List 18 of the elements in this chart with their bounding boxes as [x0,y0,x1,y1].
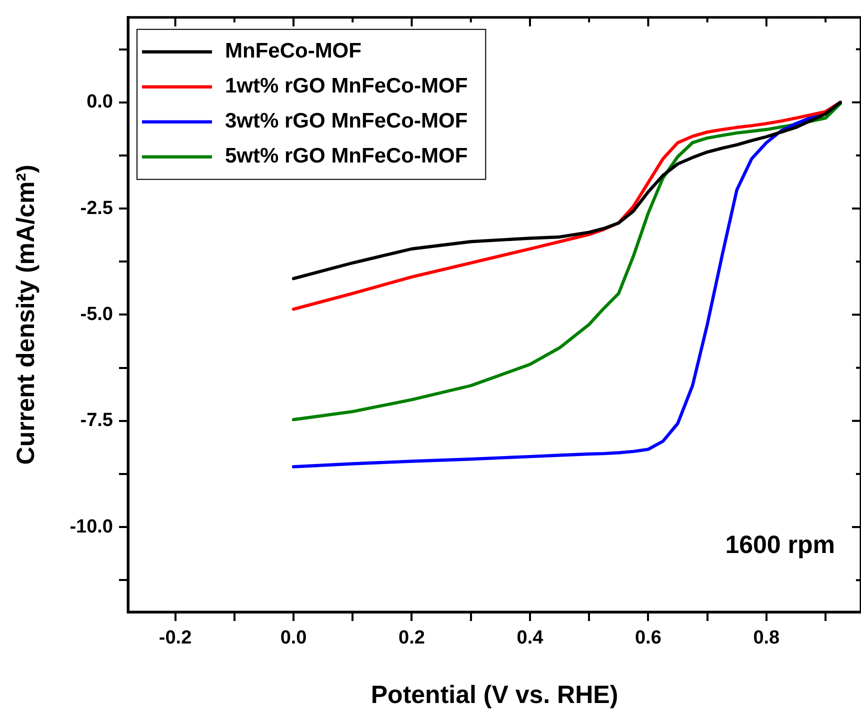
x-tick-label: 0.2 [398,628,425,649]
legend-label: MnFeCo-MOF [225,40,362,63]
y-tick-label: -2.5 [80,198,114,219]
y-tick-label: -7.5 [80,410,114,432]
y-tick-label: 0.0 [86,92,113,113]
x-axis-title: Potential (V vs. RHE) [370,680,618,709]
x-tick-label: -0.2 [158,628,192,649]
x-tick-label: 0.4 [516,628,544,649]
x-tick-label: 0.8 [753,628,780,649]
y-axis-title: Current density (mA/cm²) [12,164,40,465]
legend-label: 5wt% rGO MnFeCo-MOF [225,144,468,168]
x-tick-label: 0.0 [280,628,307,649]
y-tick-label: -10.0 [70,516,113,538]
y-tick-label: -5.0 [80,304,113,325]
legend-label: 1wt% rGO MnFeCo-MOF [225,74,468,98]
x-tick-label: 0.6 [634,628,662,649]
annotation: 1600 rpm [725,530,835,559]
legend-label: 3wt% rGO MnFeCo-MOF [225,110,468,133]
